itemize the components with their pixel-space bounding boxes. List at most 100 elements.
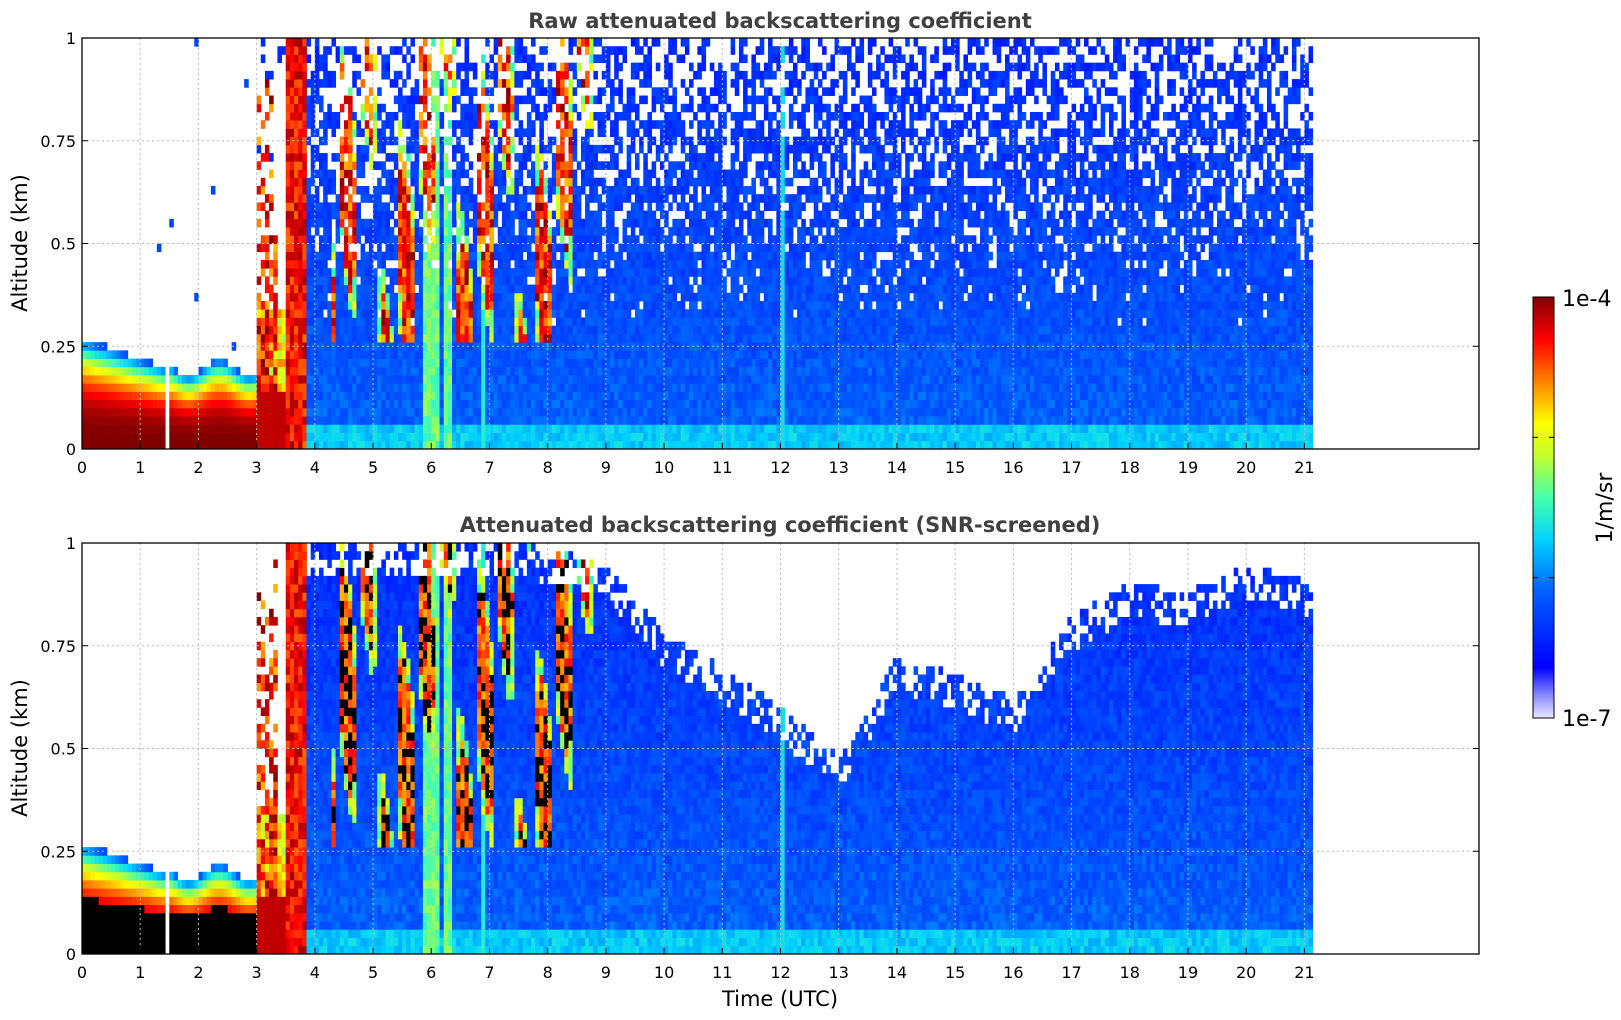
- heatmap-cell: [352, 128, 357, 138]
- heatmap-cell: [364, 276, 370, 285]
- heatmap-cell: [659, 276, 665, 285]
- heatmap-cell: [335, 235, 341, 244]
- heatmap-cell: [730, 317, 736, 327]
- heatmap-cell: [239, 432, 245, 442]
- heatmap-cell: [98, 440, 104, 449]
- heatmap-cell: [389, 301, 395, 310]
- heatmap-cell: [580, 95, 586, 105]
- heatmap-cell: [522, 95, 528, 105]
- heatmap-cell: [327, 235, 332, 244]
- heatmap-cell: [427, 407, 432, 417]
- heatmap-cell: [630, 227, 636, 236]
- heatmap-cell: [618, 309, 623, 318]
- heatmap-cell: [418, 366, 424, 376]
- heatmap-cell: [476, 120, 482, 129]
- heatmap-cell: [285, 284, 291, 294]
- heatmap-cell: [277, 366, 282, 376]
- heatmap-cell: [368, 62, 374, 72]
- heatmap-cell: [485, 194, 490, 203]
- heatmap-cell: [314, 375, 320, 384]
- heatmap-cell: [622, 383, 628, 392]
- heatmap-cell: [185, 383, 191, 392]
- heatmap-cell: [422, 309, 428, 318]
- heatmap-cell: [531, 95, 536, 105]
- heatmap-cell: [593, 153, 598, 162]
- heatmap-cell: [427, 292, 432, 302]
- heatmap-cell: [643, 424, 648, 433]
- heatmap-cell: [576, 276, 582, 285]
- heatmap-cell: [306, 202, 312, 212]
- heatmap-cell: [277, 46, 282, 55]
- heatmap-cell: [381, 62, 386, 72]
- heatmap-cell: [555, 169, 561, 179]
- heatmap-cell: [651, 276, 657, 285]
- heatmap-cell: [614, 54, 619, 64]
- heatmap-cell: [443, 210, 449, 220]
- heatmap-cell: [219, 432, 224, 442]
- heatmap-cell: [605, 54, 611, 64]
- heatmap-cell: [531, 301, 536, 310]
- heatmap-cell: [256, 366, 262, 376]
- heatmap-cell: [718, 292, 723, 302]
- heatmap-cell: [572, 350, 578, 359]
- heatmap-cell: [402, 161, 407, 170]
- heatmap-cell: [306, 111, 312, 121]
- heatmap-cell: [626, 95, 632, 105]
- heatmap-cell: [547, 407, 553, 417]
- heatmap-cell: [726, 301, 732, 310]
- heatmap-cell: [452, 38, 457, 47]
- heatmap-cell: [701, 325, 707, 335]
- heatmap-cell: [323, 383, 328, 392]
- heatmap-cell: [551, 383, 557, 392]
- heatmap-cell: [306, 210, 312, 220]
- heatmap-cell: [364, 194, 370, 203]
- heatmap-cell: [343, 169, 349, 179]
- heatmap-cell: [643, 79, 648, 88]
- heatmap-cell: [531, 185, 536, 195]
- heatmap-cell: [402, 111, 407, 121]
- heatmap-cell: [306, 243, 312, 253]
- heatmap-cell: [289, 235, 295, 244]
- heatmap-cell: [614, 375, 619, 384]
- heatmap-cell: [472, 227, 478, 236]
- heatmap-cell: [460, 333, 465, 343]
- heatmap-cell: [651, 301, 657, 310]
- heatmap-cell: [210, 358, 216, 368]
- heatmap-cell: [518, 292, 524, 302]
- heatmap-cell: [722, 440, 727, 449]
- heatmap-cell: [90, 432, 95, 442]
- heatmap-cell: [456, 38, 461, 47]
- heatmap-cell: [643, 284, 648, 294]
- heatmap-cell: [435, 103, 440, 113]
- heatmap-cell: [610, 243, 615, 253]
- heatmap-cell: [431, 276, 436, 285]
- heatmap-cell: [705, 276, 711, 285]
- heatmap-cell: [402, 227, 407, 236]
- heatmap-cell: [335, 54, 341, 64]
- heatmap-cell: [526, 268, 532, 277]
- heatmap-cell: [223, 358, 228, 368]
- heatmap-cell: [273, 333, 278, 343]
- heatmap-cell: [136, 399, 141, 409]
- heatmap-cell: [397, 317, 403, 327]
- heatmap-cell: [668, 350, 673, 359]
- heatmap-cell: [551, 325, 557, 335]
- heatmap-cell: [618, 407, 623, 417]
- heatmap-cell: [664, 375, 669, 384]
- heatmap-cell: [410, 251, 416, 261]
- heatmap-cell: [713, 424, 719, 433]
- heatmap-cell: [393, 358, 399, 368]
- heatmap-cell: [352, 432, 357, 442]
- heatmap-cell: [589, 333, 594, 343]
- heatmap-cell: [643, 161, 648, 170]
- heatmap-cell: [551, 87, 557, 96]
- heatmap-cell: [260, 54, 266, 64]
- heatmap-cell: [539, 432, 544, 442]
- heatmap-cell: [468, 177, 474, 187]
- heatmap-cell: [106, 366, 112, 376]
- heatmap-cell: [481, 399, 486, 409]
- heatmap-cell: [202, 407, 208, 417]
- heatmap-cell: [418, 358, 424, 368]
- heatmap-cell: [323, 375, 328, 384]
- heatmap-cell: [622, 111, 628, 121]
